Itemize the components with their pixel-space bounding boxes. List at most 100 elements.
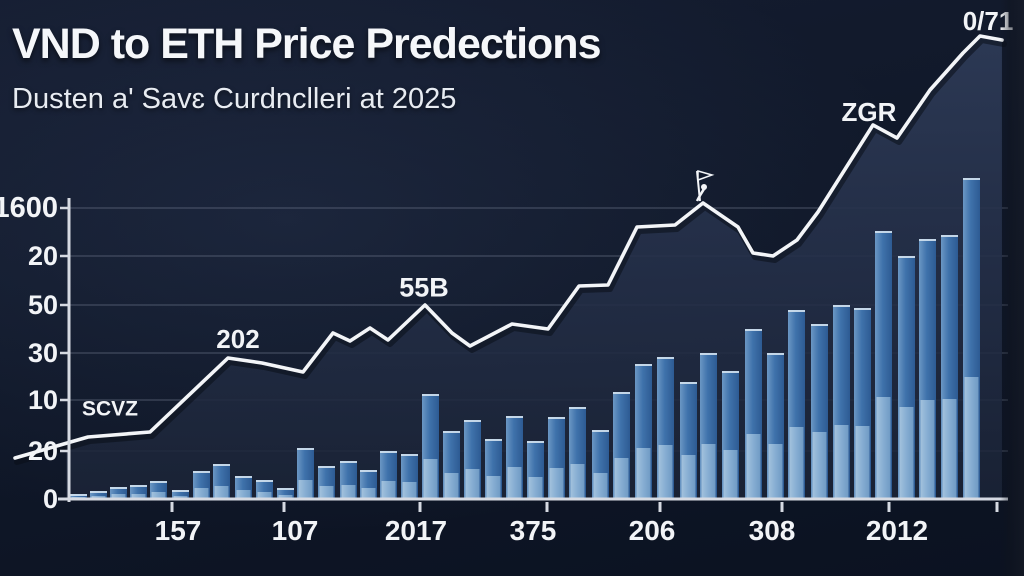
bar-top-cap [657,357,674,359]
bar-top-cap [745,329,762,331]
bar-light-segment [593,473,608,499]
bar-top-cap [811,324,828,326]
bar-light-segment [257,492,272,499]
bar-light-segment [278,495,293,499]
flag [697,170,715,182]
bar-top-cap [941,235,958,237]
bar-light-segment [131,494,146,499]
bar-top-cap [213,464,230,466]
bar-light-segment [549,468,564,499]
x-axis-label: 2012 [866,515,928,546]
bar-light-segment [381,481,396,499]
bar-top-cap [569,407,586,409]
climber-body [695,188,706,202]
bar-top-cap [340,461,357,463]
axes-layer [58,198,1008,512]
bar [90,491,107,499]
bar-top-cap [443,431,460,433]
bar-light-segment [444,473,459,499]
bar-top-cap [635,364,652,366]
x-axis-label: 107 [272,515,319,546]
bar-top-cap [767,353,784,355]
bar-top-cap [613,392,630,394]
trend-line-shadow [14,37,1007,465]
bar-top-cap [875,231,892,233]
x-axis-label: 206 [629,515,676,546]
y-axis-label: 10 [28,385,58,415]
bar [277,488,294,499]
bar-top-cap [527,441,544,443]
y-axis-label: 30 [28,338,58,368]
bar-top-cap [833,305,850,307]
bar-top-cap [318,466,335,468]
bar-top-cap [919,239,936,241]
annotation-label: SCVZ [82,397,138,420]
y-axis-label: 50 [28,290,58,320]
bar-light-segment [855,426,870,499]
x-axis-label: 375 [510,515,557,546]
title-block: VND to ETH Price Predections Dusten a' S… [12,20,601,116]
y-axis-label: 1600 [0,192,58,224]
bar-top-cap [360,470,377,472]
bar-light-segment [507,467,522,499]
bar-top-cap [680,382,697,384]
y-axis-label: 20 [28,241,58,271]
bar-top-cap [235,476,252,478]
bar-light-segment [341,485,356,499]
bar-top-cap [90,491,107,493]
bars-layer [70,178,980,499]
bar-top-cap [297,448,314,450]
bar-top-cap [788,310,805,312]
bar-light-segment [723,450,738,499]
x-axis-label: 308 [749,515,796,546]
bar-light-segment [194,488,209,499]
annotation-label: 202 [216,324,259,354]
bar-light-segment [768,444,783,499]
bar-light-segment [423,459,438,499]
bar-light-segment [151,492,166,499]
annotation-label: ZGR [842,97,897,127]
bar-top-cap [193,471,210,473]
bar-top-cap [110,487,127,489]
bar-light-segment [111,494,126,499]
bar-light-segment [789,427,804,499]
bar-light-segment [658,445,673,499]
bar-top-cap [380,451,397,453]
right-edge-shadow [1000,0,1024,576]
bar-top-cap [700,353,717,355]
bar-top-cap [401,454,418,456]
bar-light-segment [614,458,629,499]
bar-top-cap [422,394,439,396]
bar-top-cap [256,480,273,482]
trend-line-layer [13,34,1007,465]
x-axis-label: 2017 [385,515,447,546]
bar-top-cap [592,430,609,432]
bar-light-segment [528,477,543,499]
trend-line [13,34,1004,460]
y-axis-label: 0 [43,484,58,514]
bar-light-segment [701,444,716,499]
bar-light-segment [876,397,891,499]
bar-light-segment [834,425,849,499]
annotation-label: 55B [399,272,449,302]
bar-top-cap [150,481,167,483]
bar-light-segment [236,490,251,499]
y-axis-label: 20 [28,436,58,466]
page-subtitle: Dusten a' Savɛ Curdnclleri at 2025 [12,83,457,115]
bar-light-segment [920,400,935,499]
bar-light-segment [402,482,417,499]
bar-light-segment [812,432,827,499]
bar-light-segment [570,464,585,499]
bar-light-segment [361,488,376,499]
bar-light-segment [486,476,501,499]
climber-flag-icon [695,170,715,202]
bar-top-cap [464,420,481,422]
bar-light-segment [899,407,914,499]
bar-top-cap [548,417,565,419]
peak-marker-layer [695,170,715,202]
bar-top-cap [854,308,871,310]
bar-top-cap [130,485,147,487]
